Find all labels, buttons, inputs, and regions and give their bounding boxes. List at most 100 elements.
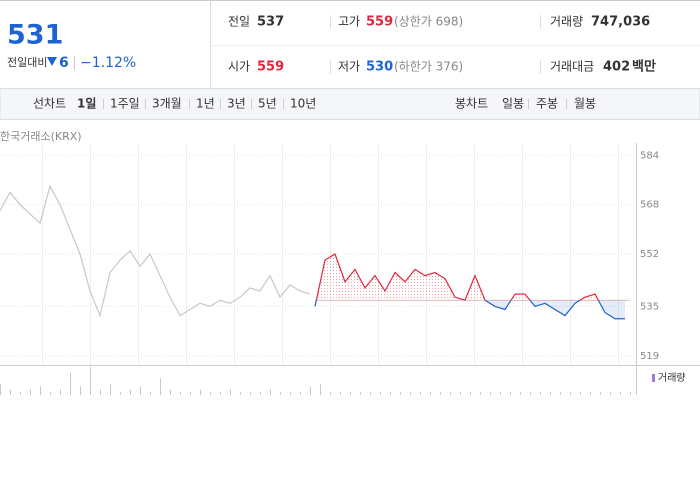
value: 559 xyxy=(366,15,393,30)
note: (상한가 698) xyxy=(394,15,463,29)
tab[interactable]: 3년 xyxy=(227,97,246,111)
volume-bar xyxy=(290,392,291,395)
line xyxy=(314,300,625,320)
volume-bar xyxy=(110,383,111,395)
volume-bar xyxy=(270,389,271,395)
tab-group-label: 봉차트 xyxy=(455,97,488,111)
volume-bar xyxy=(130,389,131,395)
volume-bar xyxy=(300,392,301,395)
volume-bar xyxy=(280,392,281,395)
volume-bar xyxy=(380,392,381,395)
volume-bar xyxy=(160,378,161,395)
volume-bar xyxy=(190,392,191,395)
volume-bar xyxy=(530,392,531,395)
volume-bar xyxy=(20,392,21,395)
y-tick-label: 519 xyxy=(640,351,659,362)
y-tick-label: 568 xyxy=(640,200,659,211)
volume-bar xyxy=(600,392,601,395)
legend-swatch xyxy=(652,374,655,382)
volume-bar xyxy=(430,392,431,395)
tab[interactable]: 10년 xyxy=(290,97,316,111)
volume-bar xyxy=(500,392,501,395)
area xyxy=(315,254,625,301)
volume-bar xyxy=(410,392,411,395)
tab[interactable]: 5년 xyxy=(258,97,277,111)
tab[interactable]: 1일 xyxy=(77,97,96,111)
value: 747,036 xyxy=(591,15,650,30)
tab[interactable]: 주봉 xyxy=(536,97,558,111)
volume-bar xyxy=(310,386,311,395)
volume-bar xyxy=(250,392,251,395)
unit: 백만 xyxy=(632,59,656,75)
volume-bar xyxy=(170,389,171,395)
y-tick-label: 535 xyxy=(640,301,659,312)
tab-group-label: 선차트 xyxy=(33,97,66,111)
volume-bar xyxy=(180,392,181,395)
volume-bar xyxy=(320,383,321,395)
volume-bar xyxy=(50,392,51,395)
volume-bar xyxy=(490,392,491,395)
source: 한국거래소(KRX) xyxy=(0,130,82,143)
price: 531 xyxy=(7,20,63,51)
volume-bar xyxy=(610,392,611,395)
volume-bar xyxy=(480,392,481,395)
volume-bar xyxy=(10,389,11,395)
value: 537 xyxy=(257,15,284,30)
change: 6 xyxy=(59,55,69,71)
volume-bar xyxy=(140,386,141,395)
volume-bar xyxy=(620,392,621,395)
volume-bar xyxy=(240,392,241,395)
label: 시가 xyxy=(228,60,250,74)
value: 402 xyxy=(603,60,630,75)
volume-bar xyxy=(470,392,471,395)
volume-bar xyxy=(590,392,591,395)
volume-bar xyxy=(60,389,61,395)
volume-bar xyxy=(200,389,201,395)
change-pct: −1.12% xyxy=(80,55,136,71)
volume-bar xyxy=(340,392,341,395)
volume-bar xyxy=(100,389,101,395)
volume-bar xyxy=(450,392,451,395)
volume-bar xyxy=(540,392,541,395)
volume-bar xyxy=(400,392,401,395)
legend: 거래량 xyxy=(658,372,686,384)
tab[interactable]: 3개월 xyxy=(152,97,182,111)
tab[interactable]: 1주일 xyxy=(110,97,140,111)
label: 고가 xyxy=(338,15,360,29)
volume-bar xyxy=(30,389,31,395)
line xyxy=(315,253,600,301)
volume-bar xyxy=(0,383,1,395)
y-tick-label: 552 xyxy=(640,249,659,260)
y-tick-label: 584 xyxy=(640,150,659,161)
note: (하한가 376) xyxy=(394,60,463,74)
tab[interactable]: 월봉 xyxy=(574,97,596,111)
volume-bar xyxy=(360,392,361,395)
volume-bar xyxy=(330,392,331,395)
volume-bar xyxy=(90,367,91,395)
volume-bar xyxy=(260,392,261,395)
line xyxy=(0,184,311,318)
tab-bar xyxy=(0,88,700,120)
value: 559 xyxy=(257,60,284,75)
volume-bar xyxy=(220,392,221,395)
label: 거래대금 xyxy=(550,60,594,74)
volume-bar xyxy=(460,392,461,395)
volume-bar xyxy=(80,386,81,395)
volume-bar xyxy=(40,386,41,395)
volume-bar xyxy=(510,392,511,395)
volume-bar xyxy=(150,392,151,395)
volume-bar xyxy=(570,392,571,395)
label: 거래량 xyxy=(550,15,583,29)
volume-bar xyxy=(230,389,231,395)
tab[interactable]: 1년 xyxy=(196,97,215,111)
volume-bar xyxy=(560,392,561,395)
value: 530 xyxy=(366,60,393,75)
tab[interactable]: 일봉 xyxy=(502,97,524,111)
volume-bar xyxy=(630,392,631,395)
volume-bar xyxy=(210,392,211,395)
volume-bar xyxy=(550,392,551,395)
change-label: 전일대비 xyxy=(7,55,47,69)
volume-bar xyxy=(440,392,441,395)
down-icon xyxy=(47,57,57,66)
